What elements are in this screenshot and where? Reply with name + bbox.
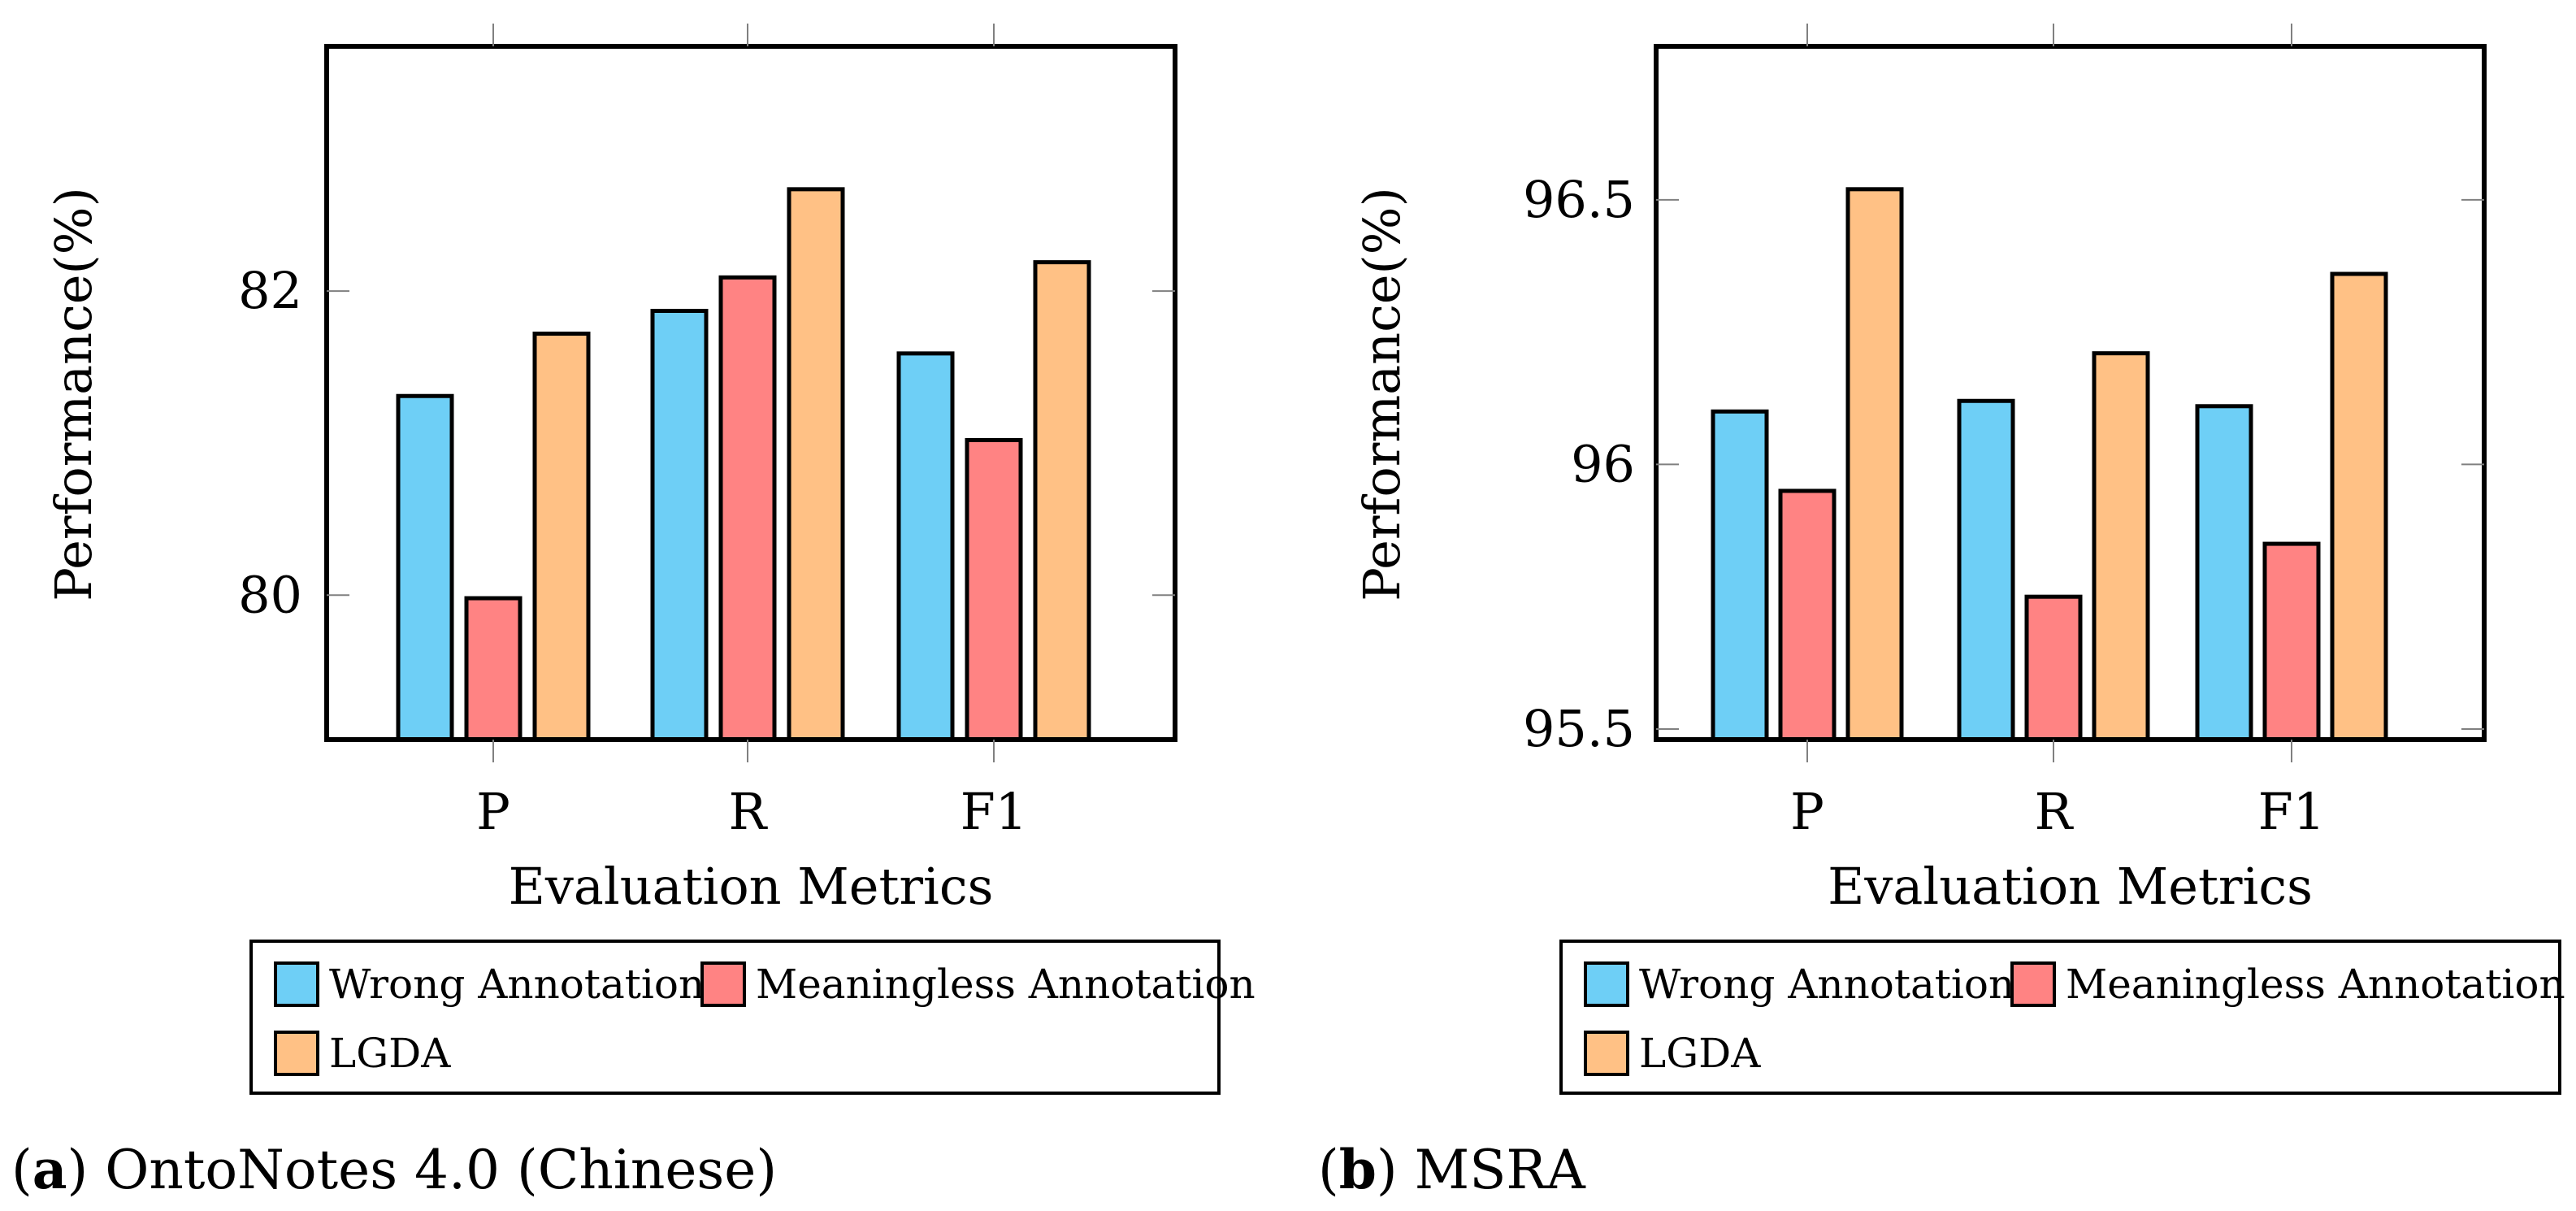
caption-b-label: b xyxy=(1338,1138,1377,1201)
panel-b-x-axis-title: Evaluation Metrics xyxy=(1828,857,2313,916)
panel-a-bar-meaningless-P xyxy=(464,596,523,742)
caption-a-label: a xyxy=(32,1138,67,1201)
panel-b-bar-meaningless-P xyxy=(1778,488,1837,742)
panel-a-legend-label-wrong: Wrong Annotation xyxy=(329,961,705,1008)
panel-b-ytick-label: 95.5 xyxy=(1523,699,1635,758)
panel-b-bar-lgda-R xyxy=(2092,351,2150,742)
panel-a-bar-wrong-F1 xyxy=(896,351,955,742)
panel-b-ytick-label: 96.5 xyxy=(1523,170,1635,229)
panel-a-bar-meaningless-F1 xyxy=(965,437,1023,742)
panel-b-legend-box xyxy=(1559,940,2561,1095)
panel-a-legend-swatch-meaningless xyxy=(700,961,746,1007)
panel-a-xtick-label-F1: F1 xyxy=(961,782,1027,841)
panel-a-ytick-label: 80 xyxy=(238,565,302,624)
panel-a-x-axis-title: Evaluation Metrics xyxy=(509,857,994,916)
panel-b-bar-wrong-P xyxy=(1711,409,1769,742)
panel-a-bar-wrong-P xyxy=(396,393,454,742)
caption-b-text: MSRA xyxy=(1414,1139,1585,1201)
panel-a-xtick-label-P: P xyxy=(476,782,510,841)
panel-b-plot-frame xyxy=(1654,44,2487,742)
panel-a-legend-swatch-wrong xyxy=(274,961,319,1007)
caption-a-text: OntoNotes 4.0 (Chinese) xyxy=(105,1139,778,1201)
panel-a-plot-frame xyxy=(324,44,1177,742)
panel-b-bar-lgda-F1 xyxy=(2330,271,2388,742)
panel-b-legend-label-lgda: LGDA xyxy=(1639,1030,1761,1077)
caption-b: (b) MSRA xyxy=(1318,1138,1585,1201)
panel-b-legend-swatch-lgda xyxy=(1584,1031,1629,1076)
panel-b-bar-meaningless-F1 xyxy=(2262,541,2321,742)
panel-a-bar-meaningless-R xyxy=(718,275,777,742)
panel-a-legend-label-meaningless: Meaningless Annotation xyxy=(756,961,1255,1008)
caption-a: (a) OntoNotes 4.0 (Chinese) xyxy=(11,1138,778,1201)
panel-a-xtick-label-R: R xyxy=(729,782,769,841)
panel-a-bar-lgda-R xyxy=(787,187,845,742)
panel-b-legend-label-wrong: Wrong Annotation xyxy=(1639,961,2014,1008)
panel-a-bar-lgda-F1 xyxy=(1033,260,1091,742)
panel-b-bar-wrong-R xyxy=(1957,398,2015,742)
panel-a-bar-lgda-P xyxy=(532,332,591,742)
panel-a-legend-swatch-lgda xyxy=(274,1031,319,1076)
panel-a-ytick-label: 82 xyxy=(238,261,302,320)
panel-b-y-axis-title: Performance(%) xyxy=(1352,187,1412,601)
panel-b-bar-wrong-F1 xyxy=(2195,404,2253,742)
panel-b-xtick-label-R: R xyxy=(2035,782,2075,841)
panel-a-y-axis-title: Performance(%) xyxy=(44,187,103,601)
panel-b-legend-swatch-wrong xyxy=(1584,961,1629,1007)
panel-b-bar-meaningless-R xyxy=(2024,594,2083,742)
panel-b-legend-swatch-meaningless xyxy=(2010,961,2056,1007)
panel-b-xtick-label-P: P xyxy=(1790,782,1824,841)
panel-a-bar-wrong-R xyxy=(650,308,709,742)
panel-b-bar-lgda-P xyxy=(1845,187,1904,742)
panel-a-legend-label-lgda: LGDA xyxy=(329,1030,451,1077)
panel-b-xtick-label-F1: F1 xyxy=(2258,782,2325,841)
panel-b-legend-label-meaningless: Meaningless Annotation xyxy=(2066,961,2565,1008)
panel-b-ytick-label: 96 xyxy=(1571,434,1635,493)
